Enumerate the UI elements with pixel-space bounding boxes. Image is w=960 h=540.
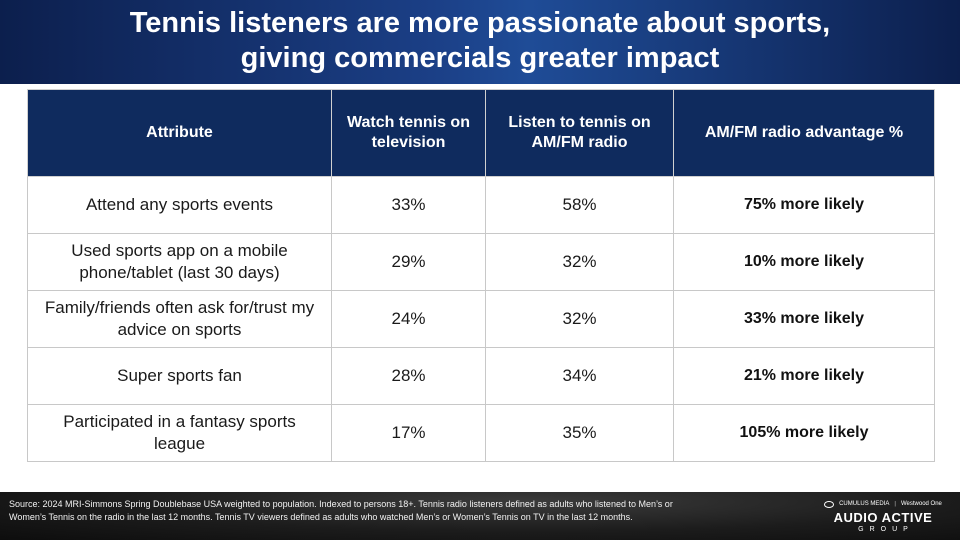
footer-bar: Source: 2024 MRI-Simmons Spring Doubleba… bbox=[0, 492, 960, 540]
brand-subname: GROUP bbox=[858, 526, 914, 533]
table-header-row: Attribute Watch tennis on television Lis… bbox=[27, 89, 935, 177]
table-row: Used sports app on a mobile phone/tablet… bbox=[27, 233, 935, 291]
brand-name: AUDIO ACTIVE bbox=[833, 510, 933, 525]
title-banner: Tennis listeners are more passionate abo… bbox=[0, 0, 960, 84]
cell-tv: 28% bbox=[331, 347, 486, 405]
table-row: Family/friends often ask for/trust my ad… bbox=[27, 290, 935, 348]
cell-attribute: Super sports fan bbox=[27, 347, 332, 405]
page-title-line-1: Tennis listeners are more passionate abo… bbox=[129, 7, 831, 39]
page-title: Tennis listeners are more passionate abo… bbox=[0, 0, 960, 76]
cell-radio: 34% bbox=[485, 347, 674, 405]
cell-radio: 32% bbox=[485, 233, 674, 291]
column-header-attribute: Attribute bbox=[27, 89, 332, 177]
brand-divider: | bbox=[894, 501, 896, 507]
column-header-listen-radio: Listen to tennis on AM/FM radio bbox=[485, 89, 674, 177]
comparison-table: Attribute Watch tennis on television Lis… bbox=[27, 89, 935, 462]
table-row: Super sports fan 28% 34% 21% more likely bbox=[27, 347, 935, 405]
cell-tv: 29% bbox=[331, 233, 486, 291]
brand-left-label: CUMULUS MEDIA bbox=[839, 501, 890, 507]
table-row: Attend any sports events 33% 58% 75% mor… bbox=[27, 176, 935, 234]
cell-tv: 24% bbox=[331, 290, 486, 348]
cell-attribute: Used sports app on a mobile phone/tablet… bbox=[27, 233, 332, 291]
column-header-watch-tv: Watch tennis on television bbox=[331, 89, 486, 177]
cell-attribute: Participated in a fantasy sports league bbox=[27, 404, 332, 462]
cell-advantage: 105% more likely bbox=[673, 404, 935, 462]
brand-right-label: Westwood One bbox=[900, 501, 942, 507]
brand-partners: CUMULUS MEDIA | Westwood One bbox=[818, 500, 948, 508]
cell-radio: 35% bbox=[485, 404, 674, 462]
cell-advantage: 75% more likely bbox=[673, 176, 935, 234]
cell-radio: 32% bbox=[485, 290, 674, 348]
cell-radio: 58% bbox=[485, 176, 674, 234]
cell-attribute: Family/friends often ask for/trust my ad… bbox=[27, 290, 332, 348]
table-row: Participated in a fantasy sports league … bbox=[27, 404, 935, 462]
source-note: Source: 2024 MRI-Simmons Spring Doubleba… bbox=[9, 499, 673, 522]
cell-attribute: Attend any sports events bbox=[27, 176, 332, 234]
page-title-line-2: giving commercials greater impact bbox=[240, 42, 720, 74]
brand-logo: CUMULUS MEDIA | Westwood One AUDIO ACTIV… bbox=[818, 500, 948, 534]
cell-advantage: 33% more likely bbox=[673, 290, 935, 348]
cell-tv: 33% bbox=[331, 176, 486, 234]
column-header-advantage: AM/FM radio advantage % bbox=[673, 89, 935, 177]
cell-tv: 17% bbox=[331, 404, 486, 462]
cell-advantage: 10% more likely bbox=[673, 233, 935, 291]
cumulus-logo-icon bbox=[824, 500, 835, 508]
cell-advantage: 21% more likely bbox=[673, 347, 935, 405]
